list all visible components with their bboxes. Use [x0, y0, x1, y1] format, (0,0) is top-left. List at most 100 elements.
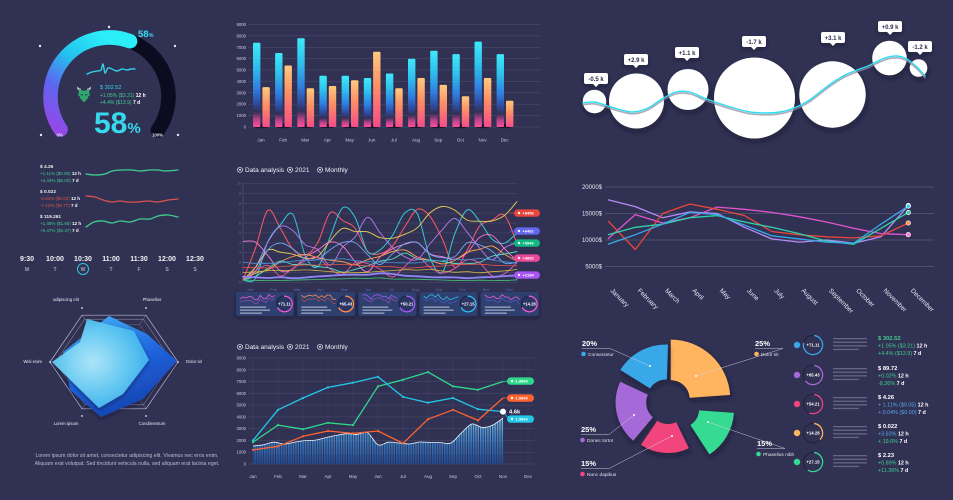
svg-text:Lorem ipsum: Lorem ipsum — [54, 421, 79, 426]
svg-text:Jul: Jul — [400, 474, 406, 479]
svg-text:+ 1.11% ($0.05) 12 h: + 1.11% ($0.05) 12 h — [878, 403, 928, 409]
svg-text:May: May — [345, 138, 354, 143]
svg-text:Aug: Aug — [424, 474, 433, 479]
svg-text:+ 19.6% 7 d: + 19.6% 7 d — [878, 439, 907, 445]
svg-text:Mar: Mar — [294, 287, 302, 292]
svg-text:+4.44% ($0.00) 7 d: +4.44% ($0.00) 7 d — [40, 178, 79, 183]
svg-text:+6482: +6482 — [523, 229, 535, 234]
svg-text:+3.83% 12 h: +3.83% 12 h — [878, 432, 909, 438]
svg-text:0: 0 — [244, 462, 247, 467]
svg-text:+71.11: +71.11 — [278, 302, 291, 307]
svg-text:+2184: +2184 — [523, 273, 535, 278]
svg-text:3000: 3000 — [236, 426, 246, 431]
svg-text:9:30: 9:30 — [20, 256, 34, 263]
svg-text:-0.82% ($0.02) 12 h: -0.82% ($0.02) 12 h — [40, 196, 80, 201]
svg-text:Jun: Jun — [374, 474, 382, 479]
svg-text:Lorem ipsum dolor sit amet, co: Lorem ipsum dolor sit amet, consectetur … — [36, 453, 219, 459]
svg-text:4000: 4000 — [236, 79, 246, 84]
svg-text:Phasellus nibh: Phasellus nibh — [763, 452, 795, 458]
svg-text:Dec: Dec — [501, 138, 510, 143]
svg-text:+0.89% 12 h: +0.89% 12 h — [878, 461, 909, 467]
svg-text:25%: 25% — [755, 339, 770, 348]
svg-text:Jan: Jan — [247, 287, 253, 292]
svg-text:Nov: Nov — [482, 287, 489, 292]
svg-text:Jan: Jan — [249, 474, 257, 479]
svg-text:9: 9 — [239, 192, 241, 196]
svg-text:Jul: Jul — [391, 138, 397, 143]
svg-text:$ 2.23: $ 2.23 — [878, 453, 895, 459]
svg-text:0: 0 — [239, 281, 241, 285]
svg-text:$ 0.022: $ 0.022 — [40, 189, 56, 195]
svg-text:7: 7 — [239, 211, 241, 215]
svg-text:+1.05% ($3.21) 12 h: +1.05% ($3.21) 12 h — [878, 344, 927, 350]
svg-text:-7.12% ($0.77) 7 d: -7.12% ($0.77) 7 d — [40, 203, 78, 208]
svg-text:6000: 6000 — [236, 391, 246, 396]
svg-text:10:30: 10:30 — [74, 256, 92, 263]
svg-text:+ 0.04% ($0.00) 7 d: + 0.04% ($0.00) 7 d — [878, 410, 926, 416]
svg-text:+1.11% ($0.05) 12 h: +1.11% ($0.05) 12 h — [40, 171, 81, 176]
svg-text:Jun: Jun — [365, 287, 371, 292]
svg-text:+3.1 k: +3.1 k — [825, 36, 843, 42]
svg-text:15000$: 15000$ — [582, 212, 603, 218]
svg-text:Aug: Aug — [412, 287, 419, 292]
svg-text:+0.9 k: +0.9 k — [882, 25, 900, 31]
svg-text:+54.21: +54.21 — [806, 402, 820, 407]
svg-text:+1.1 k: +1.1 k — [679, 51, 697, 57]
svg-text:8: 8 — [239, 202, 241, 206]
svg-text:6: 6 — [239, 221, 241, 225]
svg-text:15%: 15% — [757, 439, 772, 448]
svg-text:Dec: Dec — [506, 287, 513, 292]
svg-text:9000: 9000 — [236, 356, 246, 361]
svg-text:1000: 1000 — [236, 450, 246, 455]
svg-text:Oct: Oct — [459, 287, 466, 292]
svg-text:+3852: +3852 — [523, 256, 535, 261]
svg-text:Data analysis: Data analysis — [245, 167, 285, 174]
svg-text:S: S — [193, 267, 197, 273]
svg-text:Oct: Oct — [474, 474, 482, 479]
svg-text:-8,36% 7 d: -8,36% 7 d — [878, 381, 904, 387]
svg-text:Monthly: Monthly — [325, 344, 349, 351]
svg-text:T: T — [53, 267, 56, 273]
svg-text:+71.11: +71.11 — [806, 343, 820, 348]
svg-text:25%: 25% — [581, 425, 596, 434]
svg-text:Nunc dapibus: Nunc dapibus — [587, 472, 617, 478]
svg-text:$ 302.52: $ 302.52 — [100, 85, 121, 91]
svg-text:Dolor sit: Dolor sit — [186, 359, 203, 364]
svg-text:5: 5 — [239, 231, 241, 235]
svg-text:1000: 1000 — [236, 113, 246, 118]
svg-text:Oct: Oct — [457, 138, 465, 143]
svg-text:5000: 5000 — [236, 403, 246, 408]
svg-text:Feb: Feb — [270, 287, 278, 292]
svg-text:-1.2 k: -1.2 k — [912, 45, 928, 51]
svg-text:+27.15: +27.15 — [462, 302, 476, 307]
svg-text:+2.9 k: +2.9 k — [628, 58, 646, 64]
svg-text:3: 3 — [239, 251, 241, 255]
svg-text:+27.15: +27.15 — [806, 460, 820, 465]
svg-text:Dolor sit: Dolor sit — [761, 352, 779, 358]
svg-text:$ 4.26: $ 4.26 — [878, 395, 895, 401]
svg-text:+11.36% 7 d: +11.36% 7 d — [878, 468, 908, 474]
svg-text:5000$: 5000$ — [585, 265, 602, 271]
svg-text:W: W — [81, 267, 86, 273]
svg-text:4000: 4000 — [236, 414, 246, 419]
svg-text:Jan: Jan — [257, 138, 265, 143]
svg-text:Apr: Apr — [318, 287, 325, 292]
svg-text:58%: 58% — [138, 29, 154, 40]
svg-text:10: 10 — [237, 182, 241, 186]
svg-text:F: F — [137, 267, 140, 273]
svg-text:$ 4.26: $ 4.26 — [40, 164, 54, 170]
svg-text:-0.5 k: -0.5 k — [588, 77, 604, 83]
svg-text:+8456: +8456 — [523, 211, 535, 216]
svg-text:2000: 2000 — [236, 438, 246, 443]
svg-text:20000$: 20000$ — [582, 185, 603, 191]
svg-text:1.9840: 1.9840 — [516, 417, 529, 422]
svg-text:$ 119.261: $ 119.261 — [40, 214, 61, 220]
svg-text:4.6k: 4.6k — [509, 409, 521, 415]
svg-text:2000: 2000 — [236, 102, 246, 107]
svg-text:Donec tortor: Donec tortor — [587, 438, 614, 444]
svg-text:12:00: 12:00 — [158, 256, 176, 263]
svg-text:1.9840: 1.9840 — [516, 379, 529, 384]
svg-text:5000: 5000 — [236, 68, 246, 73]
svg-text:Nov: Nov — [499, 474, 508, 479]
svg-text:+50.21: +50.21 — [400, 302, 414, 307]
